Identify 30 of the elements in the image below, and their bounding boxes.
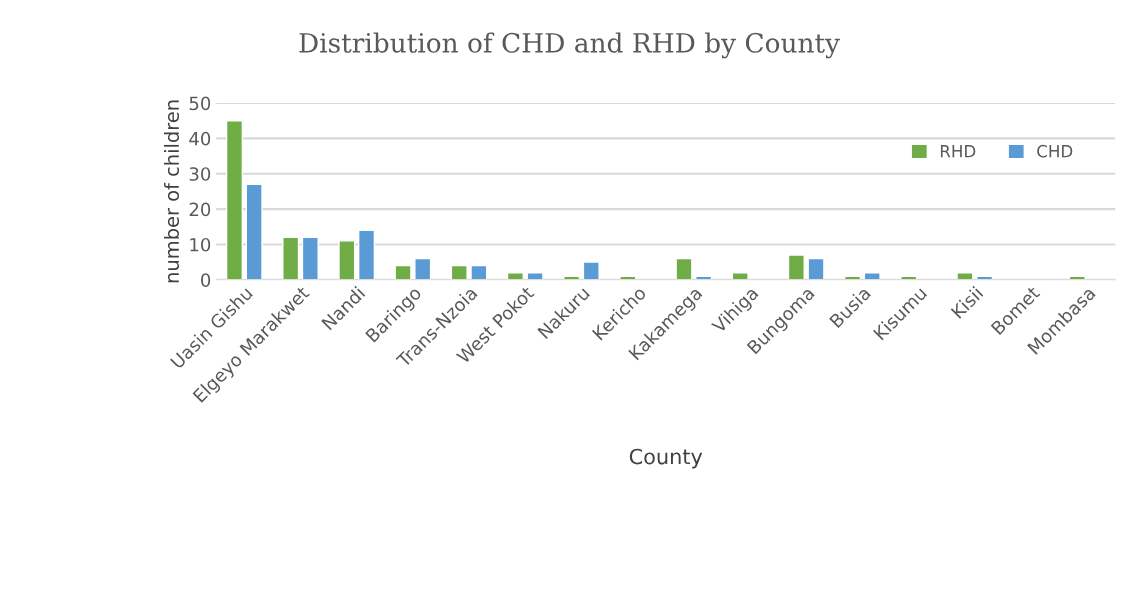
y-tick-label: 20 <box>189 202 211 217</box>
bar <box>357 229 376 280</box>
y-tick-label: 30 <box>189 167 211 181</box>
bar <box>863 272 881 280</box>
chart-title: Distribution of CHD and RHD by County <box>299 32 840 59</box>
bar <box>225 120 244 280</box>
bar <box>731 272 749 280</box>
bar <box>301 236 319 280</box>
bar <box>582 261 600 280</box>
bar <box>787 254 805 280</box>
bar <box>338 240 356 280</box>
bar <box>526 272 544 280</box>
y-tick-label: 40 <box>189 131 211 146</box>
bar <box>675 257 693 280</box>
bar <box>394 264 412 280</box>
bar <box>245 183 263 280</box>
legend-label: RHD <box>940 145 976 158</box>
y-tick-label: 10 <box>190 237 211 252</box>
y-axis-title: number of children <box>164 100 180 283</box>
bar <box>282 236 300 280</box>
bar <box>470 264 488 280</box>
bar <box>414 257 432 280</box>
bar <box>956 272 974 280</box>
bar <box>450 264 468 280</box>
y-tick-label: 0 <box>201 273 211 287</box>
y-tick-label: 50 <box>189 96 211 111</box>
legend-label: CHD <box>1037 144 1073 158</box>
x-axis-title: County <box>629 448 703 469</box>
bar <box>506 272 524 280</box>
bar <box>807 257 825 280</box>
